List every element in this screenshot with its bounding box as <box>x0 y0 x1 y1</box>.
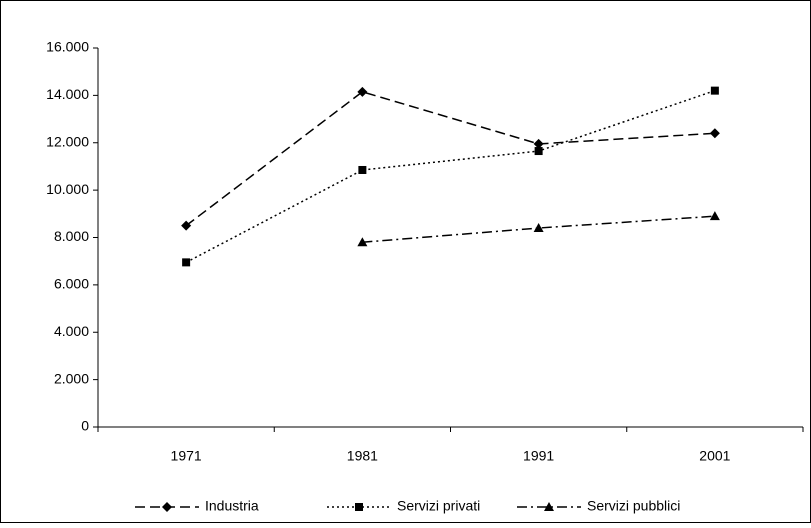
marker <box>162 502 172 512</box>
marker <box>355 503 363 511</box>
x-tick-label: 1991 <box>523 448 554 464</box>
legend-label: Industria <box>205 498 259 514</box>
y-tick-label: 6.000 <box>54 276 89 292</box>
x-tick-label: 1971 <box>171 448 202 464</box>
x-tick-label: 2001 <box>699 448 730 464</box>
series-line <box>185 90 715 227</box>
legend-label: Servizi pubblici <box>587 498 680 514</box>
marker <box>357 237 368 247</box>
marker <box>182 258 191 267</box>
x-tick-label: 1981 <box>347 448 378 464</box>
y-tick-label: 16.000 <box>46 39 89 55</box>
y-tick-label: 4.000 <box>54 323 89 339</box>
y-tick-label: 0 <box>81 418 89 434</box>
y-tick-label: 2.000 <box>54 370 89 386</box>
marker <box>709 128 720 139</box>
y-tick-label: 8.000 <box>54 228 89 244</box>
marker <box>534 147 543 156</box>
marker <box>544 502 554 511</box>
marker <box>533 223 544 233</box>
series-line <box>362 215 715 243</box>
y-tick-label: 10.000 <box>46 181 89 197</box>
marker <box>710 86 719 95</box>
marker <box>709 211 720 221</box>
y-tick-label: 14.000 <box>46 86 89 102</box>
y-tick-label: 12.000 <box>46 133 89 149</box>
marker <box>533 138 544 149</box>
marker <box>358 165 367 174</box>
marker <box>357 86 368 97</box>
legend-label: Servizi privati <box>397 498 480 514</box>
marker <box>181 220 192 231</box>
